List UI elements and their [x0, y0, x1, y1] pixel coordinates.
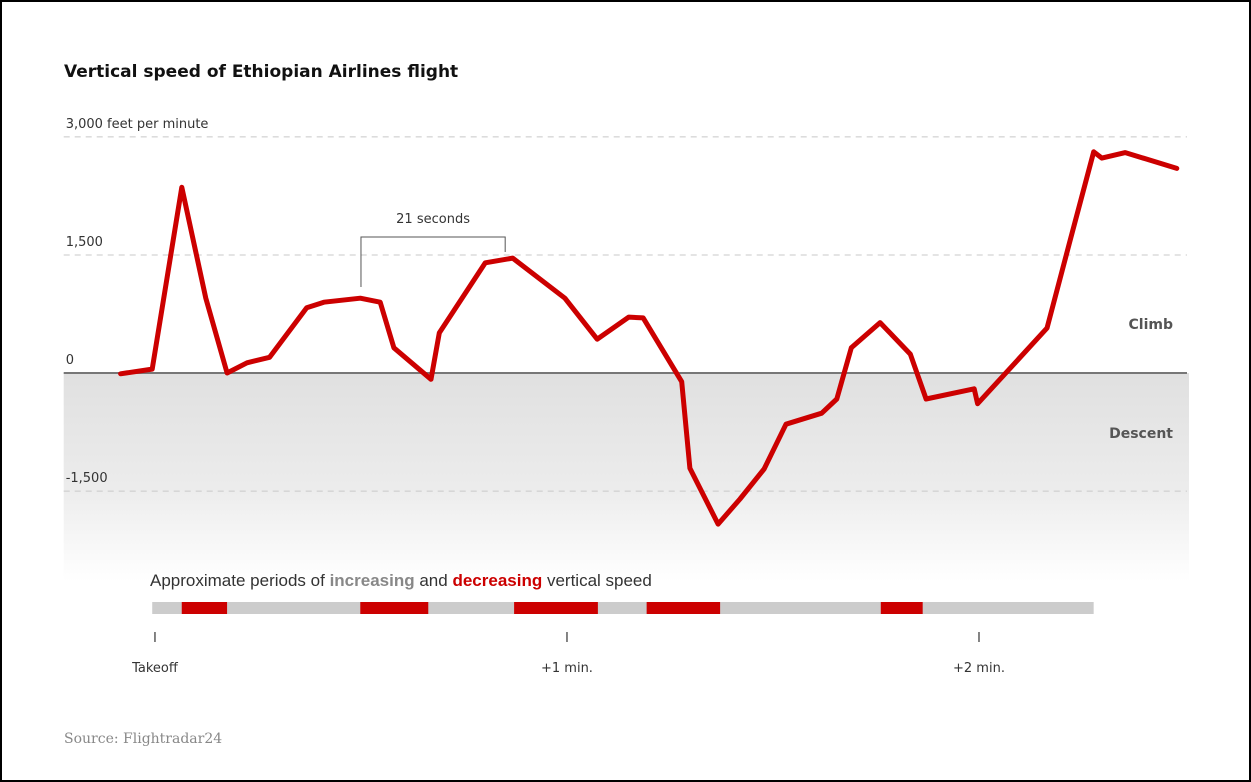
x-tick-label: +1 min. [541, 661, 593, 676]
chart-title: Vertical speed of Ethiopian Airlines fli… [64, 62, 458, 82]
decreasing-period [646, 602, 721, 614]
x-tick-label: Takeoff [131, 661, 179, 676]
periods-label-part: Approximate periods of [150, 571, 325, 590]
periods-label-part: vertical speed [547, 571, 652, 590]
source: Source: Flightradar24 [64, 731, 222, 747]
y-tick-label: 1,500 [66, 235, 103, 250]
periods-label-part: and [419, 571, 447, 590]
decreasing-period [880, 602, 923, 614]
decreasing-period [181, 602, 228, 614]
descent-label: Descent [1109, 426, 1173, 442]
annotation-text: 21 seconds [396, 212, 470, 227]
periods-label-increasing: increasing [330, 571, 415, 590]
decreasing-period [360, 602, 429, 614]
descent-area [63, 373, 1190, 582]
x-tick-label: +2 min. [953, 661, 1005, 676]
periods-label: Approximate periods of increasing and de… [150, 571, 652, 590]
y-tick-label: -1,500 [66, 471, 108, 486]
y-tick-label: 3,000 feet per minute [66, 117, 209, 132]
climb-label: Climb [1129, 317, 1173, 333]
annotation-bracket [360, 236, 506, 287]
periods-bar [152, 602, 1094, 614]
periods-label-decreasing: decreasing [452, 571, 542, 590]
y-tick-label: 0 [66, 353, 74, 368]
decreasing-period [514, 602, 598, 614]
line [118, 149, 1180, 527]
